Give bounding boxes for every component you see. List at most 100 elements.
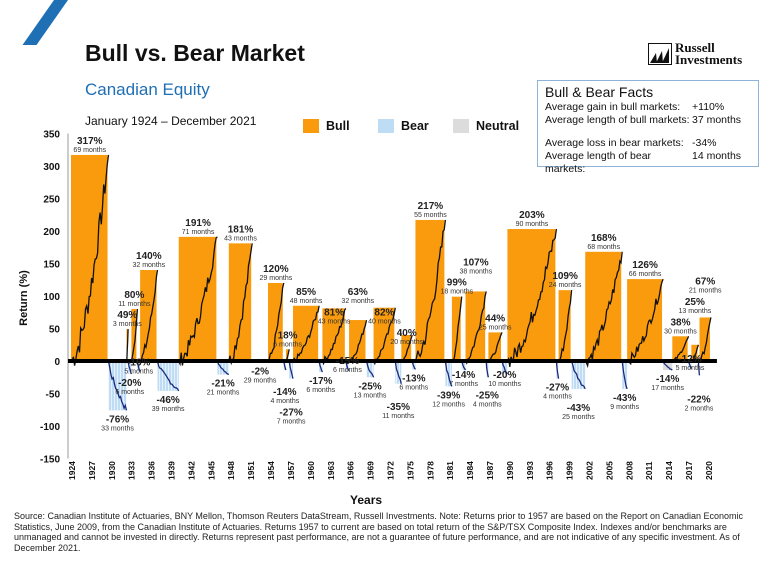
segment-label-group: 40%20 months <box>390 328 423 346</box>
bear-bar <box>366 361 374 378</box>
neutral-swatch-icon <box>453 119 469 133</box>
russell-logo: Russell Investments <box>648 40 742 66</box>
segment-label-group: 107%38 months <box>460 257 493 275</box>
return-label: -22% <box>687 394 710 405</box>
segment-label-group: 203%90 months <box>516 210 549 228</box>
index-line <box>414 219 447 362</box>
x-tick-label: 1924 <box>67 461 77 480</box>
duration-label: 43 months <box>318 318 351 325</box>
fact-row: Average length of bull markets: 37 months <box>545 114 751 127</box>
russell-mountain-icon <box>648 43 672 65</box>
duration-label: 48 months <box>290 298 323 305</box>
segment-label-group: 317%69 months <box>73 136 106 154</box>
duration-label: 6 months <box>273 341 302 348</box>
duration-label: 66 months <box>629 271 662 278</box>
duration-label: 32 months <box>341 298 374 305</box>
y-axis-title: Return (%) <box>18 270 30 326</box>
index-line <box>621 360 628 390</box>
index-line <box>394 360 402 384</box>
x-tick-label: 1969 <box>366 461 376 480</box>
return-label: 40% <box>397 328 417 339</box>
segment-label-group: 99%18 months <box>440 278 473 296</box>
index-line <box>626 278 664 366</box>
x-tick-label: 1930 <box>107 461 117 480</box>
duration-label: 13 months <box>679 308 712 315</box>
index-line <box>318 360 323 373</box>
bull-bar <box>267 283 283 361</box>
index-line <box>699 317 712 362</box>
return-label: -46% <box>156 395 179 406</box>
segment-label-group: 168%68 months <box>587 233 620 251</box>
duration-label: 6 months <box>333 367 362 374</box>
x-tick-label: 1939 <box>167 461 177 480</box>
segment-label-group: 85%48 months <box>290 287 323 305</box>
x-tick-label: 1960 <box>306 461 316 480</box>
return-label: -76% <box>106 414 129 425</box>
y-tick-label: 350 <box>43 130 60 141</box>
duration-label: 21 months <box>207 390 240 397</box>
bull-bar <box>322 308 345 361</box>
x-tick-label: 1978 <box>425 461 435 480</box>
segment-label-group: 82%40 months <box>368 308 401 326</box>
logo-line1: Russell <box>675 40 715 55</box>
segment-label-group: 109%24 months <box>549 271 582 289</box>
duration-label: 32 months <box>132 262 165 269</box>
return-label: 140% <box>136 251 162 262</box>
x-tick-label: 1999 <box>565 461 575 480</box>
segment-label-group: 63%32 months <box>341 287 374 305</box>
duration-label: 2 months <box>685 405 714 412</box>
segment-label-group: -20%6 months <box>115 378 144 396</box>
duration-label: 11 months <box>382 413 415 420</box>
bear-bar <box>217 361 229 375</box>
bull-bar <box>228 243 252 361</box>
fact-row: Average gain in bull markets: +110% <box>545 101 751 114</box>
segment-label-group: -2%29 months <box>244 366 277 384</box>
fact-value: -34% <box>692 137 717 149</box>
bull-bar <box>627 279 663 361</box>
segment-label-group: -27%4 months <box>543 383 572 401</box>
fact-key: Average length of bear markets: <box>545 150 652 175</box>
x-tick-label: 1972 <box>385 461 395 480</box>
x-tick-label: 1954 <box>266 461 276 480</box>
segment-label-group: 81%43 months <box>318 307 351 325</box>
duration-label: 55 months <box>414 212 447 219</box>
fact-value: 14 months <box>692 150 742 162</box>
duration-label: 3 months <box>113 321 142 328</box>
x-tick-label: 1993 <box>525 461 535 480</box>
return-label: 168% <box>591 233 617 244</box>
index-line <box>501 360 508 375</box>
segment-label-group: 191%71 months <box>182 218 215 236</box>
fact-key: Average gain in bull markets: <box>545 101 681 113</box>
index-line <box>107 360 128 411</box>
bull-bar <box>140 270 157 361</box>
source-note: Source: Canadian Institute of Actuaries,… <box>14 511 744 553</box>
return-label: 317% <box>77 136 103 147</box>
facts-box: Bull & Bear Facts Average gain in bull m… <box>537 80 759 175</box>
duration-label: 25 months <box>562 414 595 421</box>
legend-neutral: Neutral <box>453 119 519 133</box>
x-tick-label: 1951 <box>246 461 256 480</box>
duration-label: 39 months <box>152 406 185 413</box>
segment-label-group: 120%29 months <box>260 264 293 282</box>
duration-label: 5 months <box>676 365 705 372</box>
duration-label: 7 months <box>277 419 306 426</box>
return-label: -21% <box>211 379 234 390</box>
legend-neutral-label: Neutral <box>476 119 520 133</box>
return-label: 63% <box>348 287 368 298</box>
index-line <box>444 360 453 387</box>
segment-label-group: -25%13 months <box>354 381 387 399</box>
y-tick-label: 100 <box>43 292 60 303</box>
bull-bar <box>699 317 710 361</box>
x-tick-label: 1927 <box>87 461 97 480</box>
return-label: -43% <box>613 393 636 404</box>
bull-bar <box>178 236 217 361</box>
index-line <box>136 360 141 372</box>
fact-row: Average length of bear markets: 14 months <box>545 150 751 176</box>
segment-label-group: 126%66 months <box>629 260 662 278</box>
period-label: January 1924 – December 2021 <box>85 114 257 128</box>
segment-label-group: 140%32 months <box>132 251 165 269</box>
return-label: -2% <box>251 366 269 377</box>
duration-label: 17 months <box>651 385 684 392</box>
return-label: -16% <box>127 357 150 368</box>
segment-label-group: -27%7 months <box>277 408 306 426</box>
